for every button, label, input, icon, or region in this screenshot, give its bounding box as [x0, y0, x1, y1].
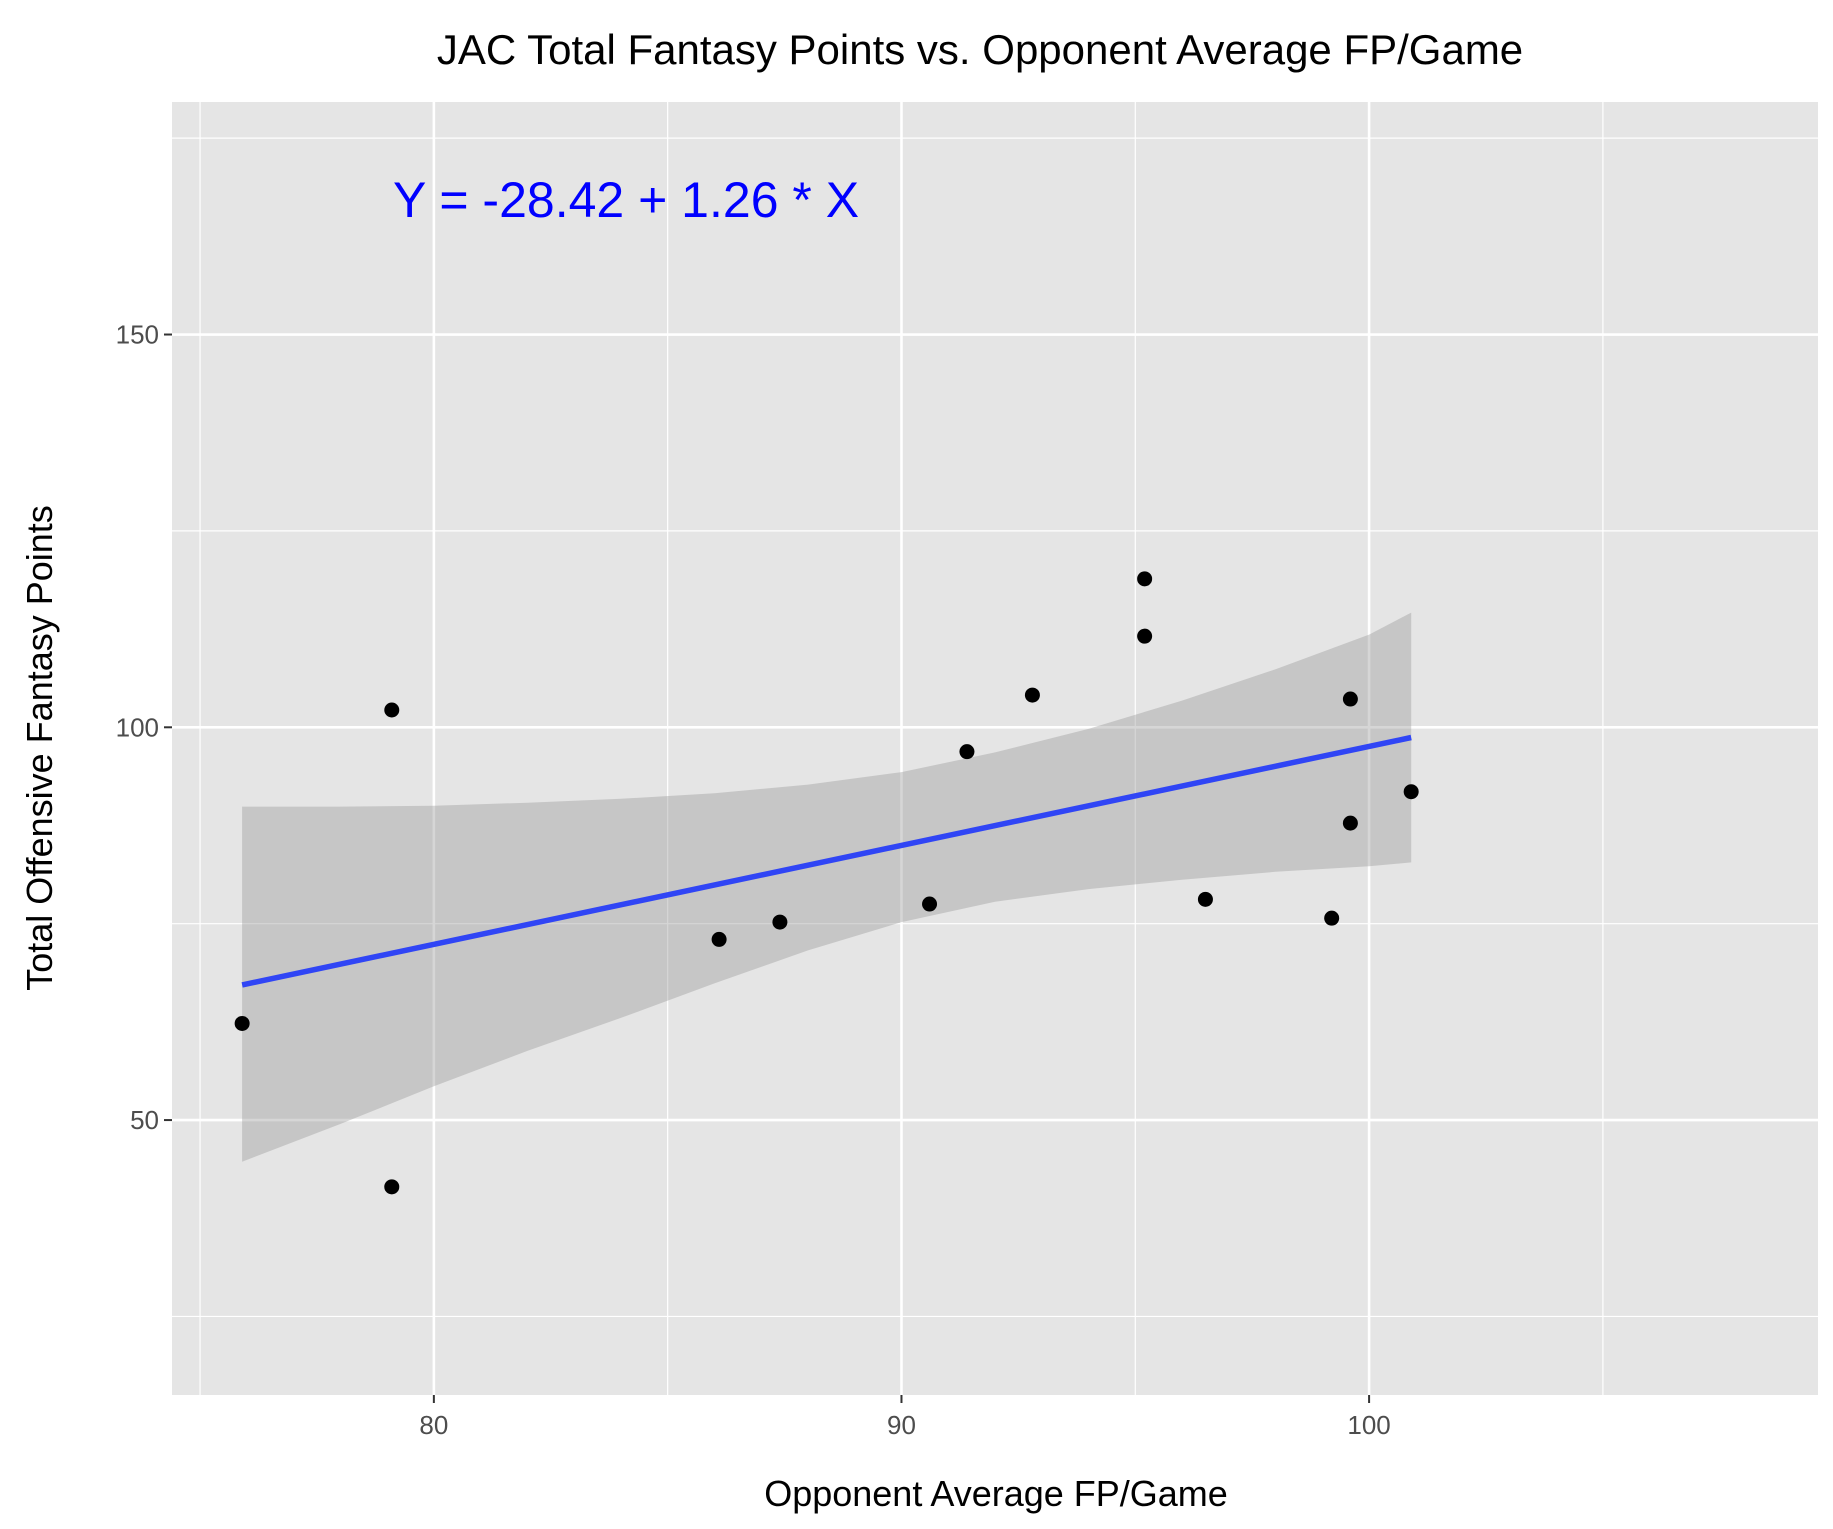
data-point — [384, 1179, 400, 1195]
minor-gridlines — [172, 102, 1818, 1395]
data-point — [384, 702, 400, 718]
data-points — [234, 571, 1419, 1195]
major-gridlines — [172, 102, 1818, 1395]
x-tick-label: 80 — [419, 1410, 448, 1440]
y-axis-title: Total Offensive Fantasy Points — [19, 505, 60, 991]
x-axis-ticks: 80 90 100 — [419, 1395, 1391, 1440]
data-point — [922, 896, 938, 912]
x-tick-label: 90 — [887, 1410, 916, 1440]
data-point — [1342, 691, 1358, 707]
y-tick-label: 50 — [130, 1105, 159, 1135]
data-point — [959, 744, 975, 760]
confidence-band — [242, 612, 1412, 1162]
data-point — [1324, 910, 1340, 926]
x-tick-label: 100 — [1347, 1410, 1390, 1440]
data-point — [1197, 891, 1213, 907]
regression-equation-annotation: Y = -28.42 + 1.26 * X — [393, 172, 859, 228]
chart-title: JAC Total Fantasy Points vs. Opponent Av… — [437, 26, 1523, 73]
plot-panel — [172, 102, 1818, 1395]
data-point — [234, 1015, 250, 1031]
x-axis-title: Opponent Average FP/Game — [764, 1473, 1228, 1514]
y-tick-label: 100 — [116, 712, 159, 742]
data-point — [772, 914, 788, 930]
data-point — [1403, 784, 1419, 800]
y-tick-label: 150 — [116, 320, 159, 350]
data-point — [1137, 571, 1153, 587]
data-point — [1137, 628, 1153, 644]
data-point — [1342, 815, 1358, 831]
data-point — [711, 931, 727, 947]
data-point — [1024, 687, 1040, 703]
regression-line — [241, 734, 1412, 988]
y-axis-ticks: 50 100 150 — [116, 320, 172, 1135]
